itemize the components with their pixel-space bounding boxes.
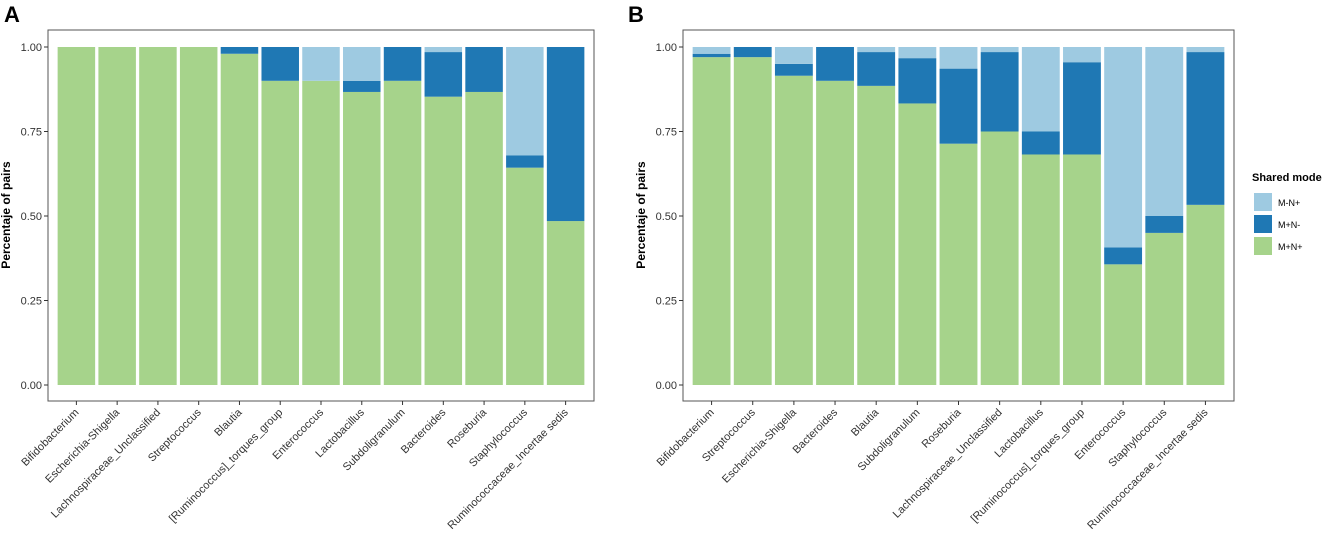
panel-b-bar-ruminococcaceae-incertae-sedis-m-n xyxy=(1186,52,1225,205)
panel-a-bar-bacteroides-m-n xyxy=(424,47,463,53)
panel-b-bar-subdoligranulum-m-n xyxy=(898,58,937,104)
panel-a-bar-ruminococcus-torques-group-m-n xyxy=(261,47,299,81)
panel-a-bar-bacteroides-m-n xyxy=(424,96,463,385)
panel-a-y-axis-label: Percentaje of pairs xyxy=(0,161,13,269)
panel-b-bar-streptococcus-m-n xyxy=(733,57,772,385)
panel-b-bar-escherichia-shigella-m-n xyxy=(774,47,813,64)
panel-b-y-axis-label: Percentaje of pairs xyxy=(634,161,648,269)
panel-a-bar-roseburia-m-n xyxy=(465,47,503,92)
panel-a-bar-staphylococcus-m-n xyxy=(506,167,544,385)
panel-b-x-tick-label: Blautia xyxy=(849,406,882,439)
panel-a-bar-lactobacillus-m-n xyxy=(343,47,381,81)
panel-a-bar-blautia-m-n xyxy=(220,47,259,54)
panel-b-bar-enterococcus-m-n xyxy=(1104,47,1143,248)
panel-b-bar-bifidobacterium-m-n xyxy=(692,47,731,54)
legend-label-m-n: M-N+ xyxy=(1278,198,1300,208)
panel-b-bar-subdoligranulum-m-n xyxy=(898,47,937,59)
panel-a-bar-ruminococcus-torques-group-m-n xyxy=(261,80,299,386)
legend-swatch-m-n xyxy=(1254,215,1272,233)
panel-a-bar-lachnospiraceae-unclassified-m-n xyxy=(139,47,177,385)
panel-b-bar-blautia-m-n xyxy=(857,85,896,386)
panel-a-bar-blautia-m-n xyxy=(220,53,259,385)
panel-b-y-tick-label: 0.00 xyxy=(656,380,677,392)
panel-b-bar-escherichia-shigella-m-n xyxy=(774,63,813,76)
panel-a-bar-lactobacillus-m-n xyxy=(343,91,381,385)
panel-b-bar-staphylococcus-m-n xyxy=(1145,232,1184,385)
legend-swatch-m-n xyxy=(1254,193,1272,211)
panel-a-x-tick-label: Escherichia-Shigella xyxy=(43,406,123,486)
panel-b-bar-staphylococcus-m-n xyxy=(1145,216,1184,233)
panel-b-bar-ruminococcus-torques-group-m-n xyxy=(1063,154,1101,385)
legend-title: Shared mode xyxy=(1252,172,1322,184)
legend: Shared mode M-N+ M+N- M+N+ xyxy=(1252,172,1322,255)
panel-b-bar-lactobacillus-m-n xyxy=(1021,154,1060,385)
panel-b-bar-ruminococcus-torques-group-m-n xyxy=(1063,62,1101,155)
panel-b-bar-enterococcus-m-n xyxy=(1104,264,1143,385)
panel-b-bar-lactobacillus-m-n xyxy=(1021,131,1060,155)
panel-b-chart: 0.000.250.500.751.00BifidobacteriumStrep… xyxy=(655,29,1235,532)
panel-b-bar-enterococcus-m-n xyxy=(1104,247,1143,265)
panel-b-bar-bacteroides-m-n xyxy=(816,80,854,386)
panel-b-bar-staphylococcus-m-n xyxy=(1145,47,1184,216)
panel-a-y-tick-label: 0.75 xyxy=(21,127,42,139)
panel-b-x-tick-label: Escherichia-Shigella xyxy=(720,406,800,486)
panel-b-bar-lachnospiraceae-unclassified-m-n xyxy=(980,47,1019,53)
panel-a-x-tick-label: Bacteroides xyxy=(399,406,449,456)
panel-a-bar-escherichia-shigella-m-n xyxy=(98,47,136,385)
panel-b-bar-lachnospiraceae-unclassified-m-n xyxy=(980,52,1019,132)
panel-a-bar-lactobacillus-m-n xyxy=(343,80,381,92)
panel-b-bar-bifidobacterium-m-n xyxy=(692,57,731,385)
legend-label-m-n: M+N- xyxy=(1278,220,1300,230)
panel-a-bar-bacteroides-m-n xyxy=(424,52,463,97)
panel-a-bar-ruminococcaceae-incertae-sedis-m-n xyxy=(546,47,585,222)
panel-b-bar-subdoligranulum-m-n xyxy=(898,103,937,386)
panel-b-bar-blautia-m-n xyxy=(857,52,896,86)
panel-b-y-tick-label: 0.25 xyxy=(656,296,677,308)
panel-b-bar-bacteroides-m-n xyxy=(816,47,854,81)
panel-a-chart: 0.000.250.500.751.00BifidobacteriumEsche… xyxy=(19,29,595,532)
panel-a-y-tick-label: 0.25 xyxy=(21,296,42,308)
panel-b-bar-ruminococcaceae-incertae-sedis-m-n xyxy=(1186,204,1225,385)
panel-a-y-tick-label: 1.00 xyxy=(21,42,42,54)
panel-a-bar-enterococcus-m-n xyxy=(302,80,340,386)
panel-letter-b: B xyxy=(628,2,644,27)
panel-b-x-tick-label: Bacteroides xyxy=(791,406,841,456)
panel-b-bar-lactobacillus-m-n xyxy=(1021,47,1060,132)
panel-b-bar-blautia-m-n xyxy=(857,47,896,53)
panel-a-bar-subdoligranulum-m-n xyxy=(383,47,422,81)
panel-b-bar-ruminococcaceae-incertae-sedis-m-n xyxy=(1186,47,1225,53)
panel-a-bar-staphylococcus-m-n xyxy=(506,155,544,168)
panel-b-bar-ruminococcus-torques-group-m-n xyxy=(1063,47,1101,63)
panel-b-y-tick-label: 0.75 xyxy=(656,127,677,139)
panel-b-bar-escherichia-shigella-m-n xyxy=(774,75,813,385)
legend-label-m-n: M+N+ xyxy=(1278,242,1303,252)
legend-swatch-m-n xyxy=(1254,237,1272,255)
panel-a-bar-bifidobacterium-m-n xyxy=(57,47,96,385)
panel-b-x-tick-label: Roseburia xyxy=(920,406,965,451)
panel-a-bar-staphylococcus-m-n xyxy=(506,47,544,156)
panel-b-y-tick-label: 0.50 xyxy=(656,211,677,223)
panel-b-bar-lachnospiraceae-unclassified-m-n xyxy=(980,131,1019,385)
panel-a-bar-ruminococcaceae-incertae-sedis-m-n xyxy=(546,221,585,385)
panel-a-bar-streptococcus-m-n xyxy=(179,47,218,385)
panel-b-bar-streptococcus-m-n xyxy=(733,47,772,58)
panel-letter-a: A xyxy=(4,2,20,27)
panel-b-bar-bifidobacterium-m-n xyxy=(692,53,731,58)
panel-b-bar-roseburia-m-n xyxy=(939,68,978,144)
panel-b-y-tick-label: 1.00 xyxy=(656,42,677,54)
panel-a-x-tick-label: Blautia xyxy=(212,406,245,439)
panel-a-bar-roseburia-m-n xyxy=(465,91,503,385)
panel-a-y-tick-label: 0.00 xyxy=(21,380,42,392)
panel-b-bar-roseburia-m-n xyxy=(939,47,978,69)
panel-b-bar-roseburia-m-n xyxy=(939,143,978,385)
panel-a-bar-enterococcus-m-n xyxy=(302,47,340,81)
panel-a-bar-subdoligranulum-m-n xyxy=(383,80,422,386)
panel-a-y-tick-label: 0.50 xyxy=(21,211,42,223)
